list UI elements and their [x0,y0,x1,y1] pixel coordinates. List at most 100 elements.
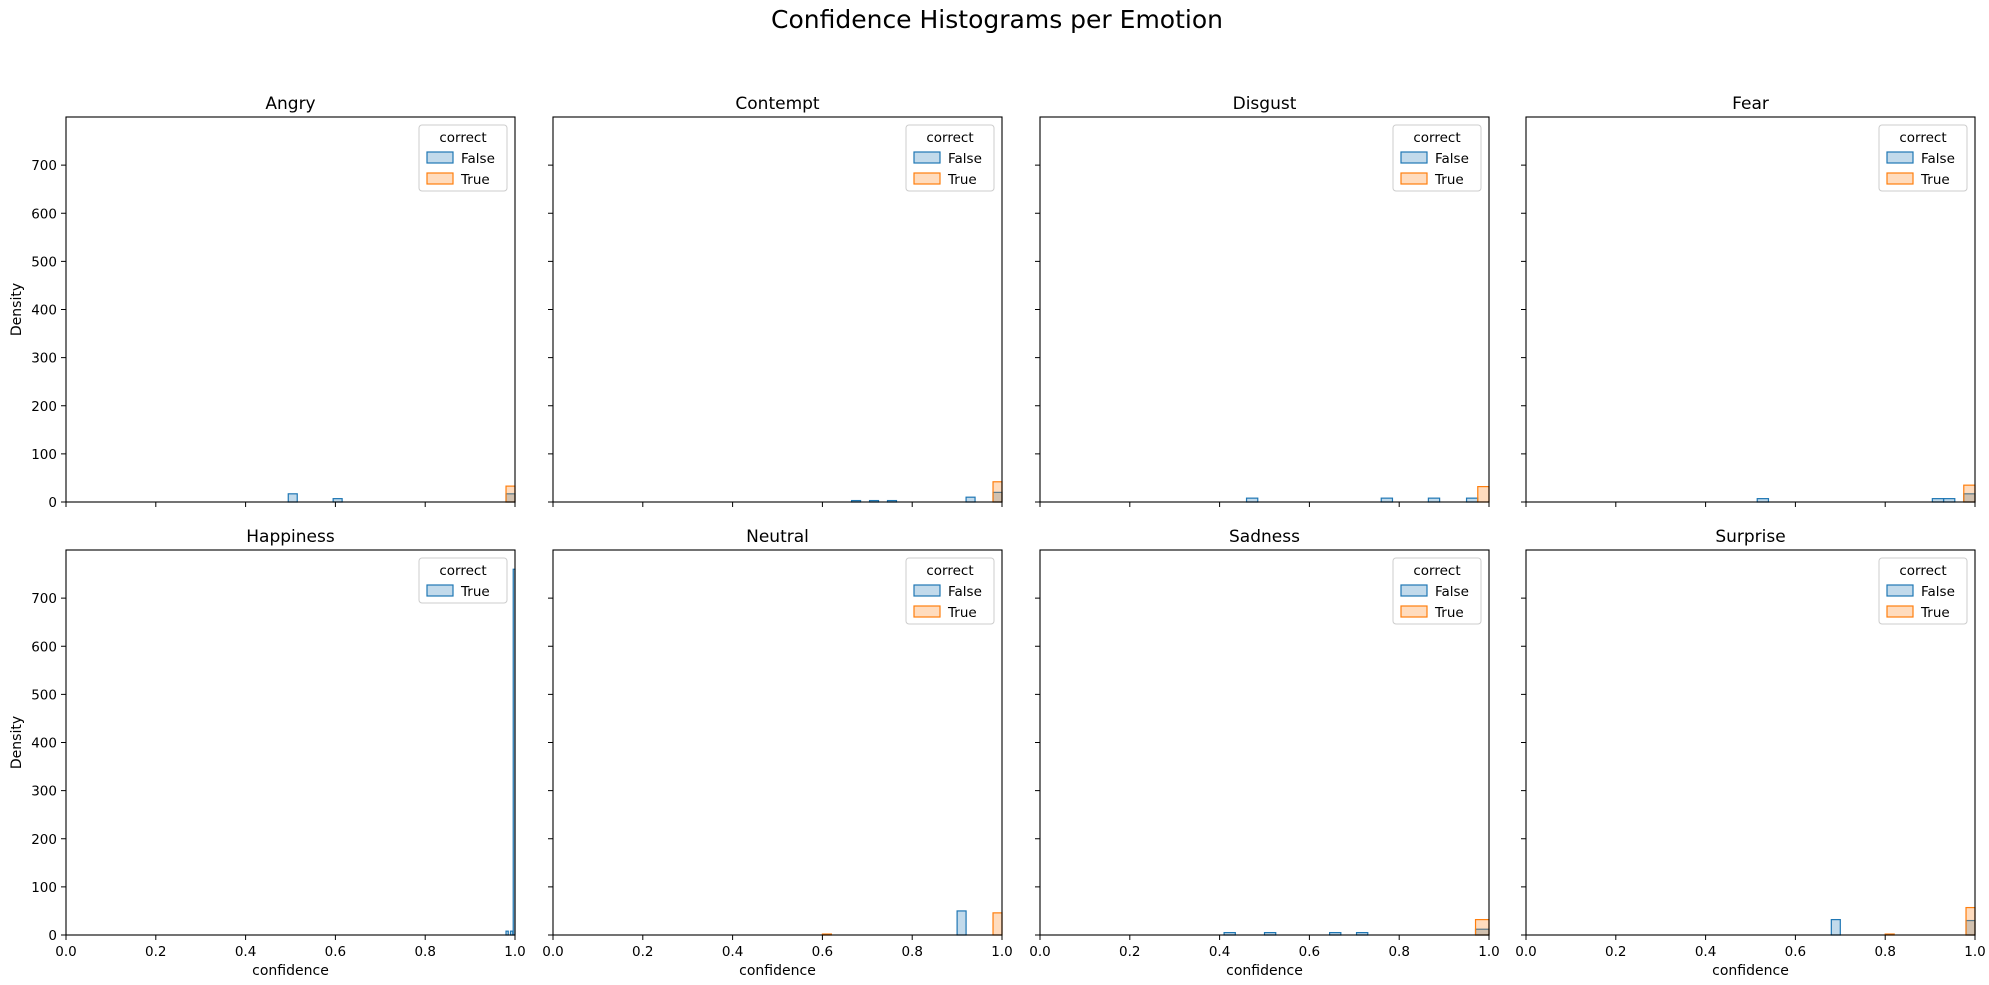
bar-true-0 [1477,486,1490,503]
y-tick-label: 700 [31,591,57,607]
x-tick-label: 0.6 [1785,944,1806,960]
x-tick-label: 0.4 [1209,944,1230,960]
legend-box [1392,557,1482,625]
bar-true-0 [505,485,516,503]
legend: correct False True [905,557,995,625]
x-tick-label: 0.6 [325,944,346,960]
legend-title: correct [1899,563,1946,579]
legend-box [1392,124,1482,192]
bar-false-1 [1380,497,1394,503]
legend-title: correct [926,563,973,579]
legend: correct False True [418,124,508,192]
y-tick-label: 200 [31,399,57,415]
legend: correct False True [905,124,995,192]
subplot-title: Happiness [246,527,335,547]
panels: Angry 0 100 200 300 400 500 600 700 Density correc… [9,94,1986,979]
y-tick-label: 300 [31,351,57,367]
y-tick-label: 0 [48,495,57,511]
panel-contempt: Contempt correct False True [548,94,1003,507]
legend-entry-false: False [948,151,982,167]
legend-entry-false: False [1921,151,1955,167]
panel-angry: Angry 0 100 200 300 400 500 600 700 Density correc… [9,94,516,511]
bar-true-0 [1474,918,1490,936]
legend-title: correct [926,130,973,146]
legend-title: correct [1899,130,1946,146]
figure-title: Confidence Histograms per Emotion [771,5,1223,34]
y-tick-label: 500 [31,254,57,270]
panel-sadness: Sadness 0.0 0.2 0.4 0.6 0.8 1.0 confidence corre… [1029,527,1499,979]
x-tick-label: 0.2 [1605,944,1626,960]
legend-swatch-false [913,151,941,164]
panel-fear: Fear correct False True [1521,94,1976,507]
legend-box [905,124,995,192]
x-tick-label: 1.0 [504,944,525,960]
y-tick-label: 400 [31,303,57,319]
legend-title: correct [1413,563,1460,579]
legend-swatch-true [426,584,454,597]
x-tick-label: 0.4 [235,944,256,960]
legend-entry-true: True [1920,172,1950,188]
x-axis-label: confidence [1712,963,1789,979]
x-tick-label: 0.0 [1515,944,1536,960]
legend-entry-false: False [461,151,495,167]
x-tick-label: 0.6 [1299,944,1320,960]
legend-entry-true: True [460,584,490,600]
y-tick-label: 100 [31,880,57,896]
x-tick-label: 0.0 [55,944,76,960]
x-tick-label: 0.0 [1029,944,1050,960]
legend-swatch-true [1886,172,1914,185]
legend-swatch-false [913,584,941,597]
legend: correct False True [1878,557,1968,625]
legend-swatch-true [913,605,941,618]
subplot-title: Fear [1732,94,1769,114]
x-tick-label: 1.0 [1964,944,1985,960]
y-tick-label: 500 [31,687,57,703]
bar-true-1 [1965,906,1976,936]
bar-true-0 [1963,484,1976,503]
axes-frame [65,549,516,936]
legend-swatch-false [1886,151,1914,164]
subplot-title: Neutral [746,527,809,547]
y-tick-label: 300 [31,784,57,800]
legend: correct False True [1878,124,1968,192]
legend-entry-false: False [1921,584,1955,600]
legend-entry-true: True [1434,605,1464,621]
subplot-title: Disgust [1233,94,1297,114]
panel-happiness: Happiness 0.0 0.2 0.4 0.6 0.8 1.0 0 100 200 300 400… [9,527,526,979]
x-tick-label: 0.2 [1119,944,1140,960]
legend-title: correct [1413,130,1460,146]
x-tick-label: 0.2 [632,944,653,960]
y-tick-label: 700 [31,158,57,174]
legend-box [418,557,508,604]
x-tick-label: 0.8 [1388,944,1409,960]
subplot-title: Contempt [735,94,820,114]
x-tick-label: 0.0 [542,944,563,960]
bar-true-1 [509,930,514,936]
x-axis-label: confidence [1226,963,1303,979]
y-tick-label: 0 [48,928,57,944]
legend-entry-true: True [947,605,977,621]
legend-swatch-true [913,172,941,185]
y-axis-label: Density [9,283,25,336]
legend-entry-true: True [1920,605,1950,621]
bar-false-3 [965,496,976,503]
panel-disgust: Disgust correct False True [1035,94,1490,507]
panel-neutral: Neutral 0.0 0.2 0.4 0.6 0.8 1.0 confidence corre… [542,527,1012,979]
legend: correct False True [1392,557,1482,625]
legend: correct True [418,557,508,604]
x-tick-label: 0.8 [414,944,435,960]
legend-entry-true: True [460,172,490,188]
legend-entry-true: True [1434,172,1464,188]
x-tick-label: 0.8 [901,944,922,960]
legend-swatch-true [1400,172,1428,185]
x-tick-label: 0.4 [1695,944,1716,960]
legend-box [1878,557,1968,625]
y-tick-label: 600 [31,639,57,655]
x-tick-label: 0.4 [722,944,743,960]
y-tick-label: 400 [31,736,57,752]
legend-swatch-false [1886,584,1914,597]
legend-entry-true: True [947,172,977,188]
x-tick-label: 1.0 [991,944,1012,960]
y-tick-label: 100 [31,447,57,463]
